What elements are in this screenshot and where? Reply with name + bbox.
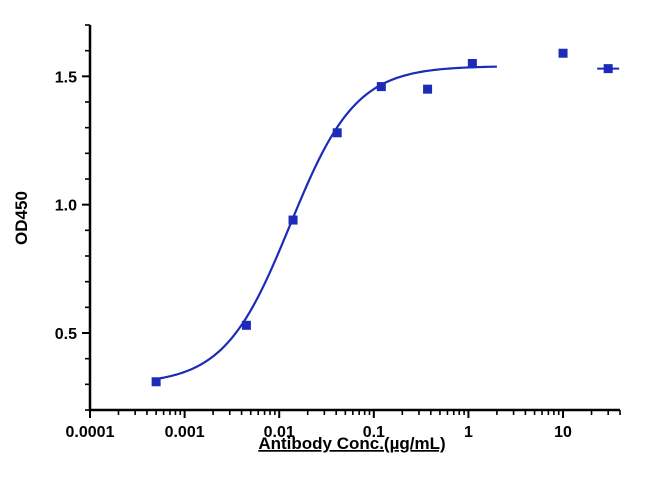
svg-text:0.5: 0.5 (55, 326, 77, 343)
svg-text:0.1: 0.1 (363, 424, 385, 441)
svg-text:0.001: 0.001 (165, 424, 205, 441)
svg-text:0.0001: 0.0001 (66, 424, 115, 441)
x-axis-label: Antibody Conc.(µg/mL) (258, 434, 445, 453)
plot-area: 0.0001 0.001 0.01 0.1 1 10 0.5 1.0 1.5 (55, 24, 621, 441)
svg-text:10: 10 (554, 424, 572, 441)
y-axis-label: OD450 (12, 191, 31, 245)
svg-text:1.0: 1.0 (55, 198, 77, 215)
svg-text:1.5: 1.5 (55, 69, 77, 86)
svg-text:1: 1 (464, 424, 473, 441)
svg-text:0.01: 0.01 (264, 424, 295, 441)
